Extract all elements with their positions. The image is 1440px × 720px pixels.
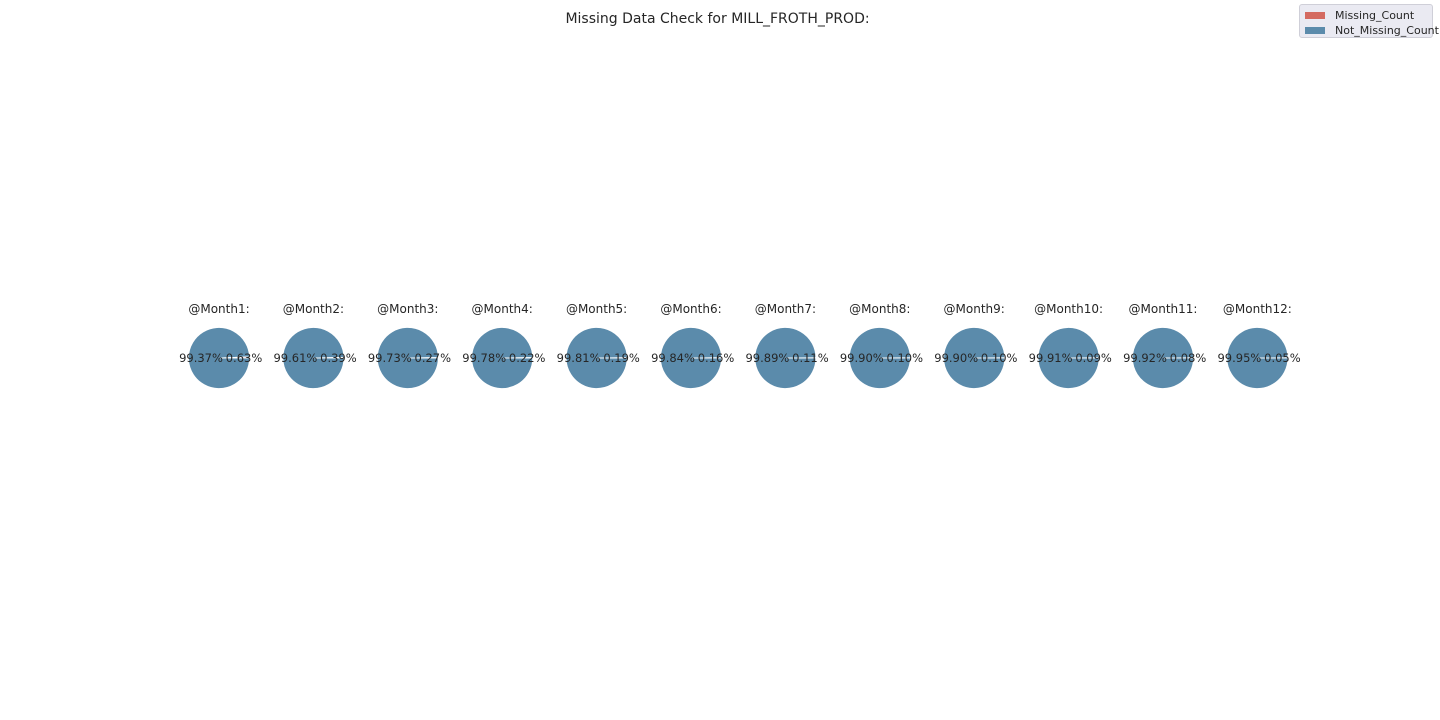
pie-label-missing: 0.10% — [981, 351, 1018, 365]
pie-title: @Month4: — [472, 302, 533, 316]
pie-group: @Month4: 0.22%99.78% — [462, 302, 546, 389]
pie-group: @Month6: 0.16%99.84% — [651, 302, 734, 389]
pie-label-missing: 0.63% — [226, 351, 263, 365]
pie-slice-missing — [218, 356, 250, 359]
pie-title: @Month11: — [1129, 302, 1198, 316]
pie-group: @Month12: 0.05%99.95% — [1217, 302, 1301, 389]
pie-label-not-missing: 99.89% — [745, 351, 789, 365]
legend: Missing_Count Not_Missing_Count — [1299, 4, 1439, 38]
pie-label-not-missing: 99.91% — [1029, 351, 1073, 365]
pie-label-not-missing: 99.90% — [840, 351, 884, 365]
pie-label-missing: 0.16% — [698, 351, 735, 365]
legend-label-not-missing: Not_Missing_Count — [1335, 24, 1439, 37]
chart-title: Missing Data Check for MILL_FROTH_PROD: — [565, 11, 870, 27]
legend-swatch-not-missing — [1305, 27, 1325, 34]
pie-title: @Month6: — [660, 302, 721, 316]
pie-group: @Month2: 0.39%99.61% — [273, 302, 357, 389]
pie-group: @Month5: 0.19%99.81% — [557, 302, 640, 389]
pie-label-missing: 0.39% — [320, 351, 357, 365]
pie-label-not-missing: 99.81% — [557, 351, 601, 365]
legend-swatch-missing — [1305, 12, 1325, 19]
pie-title: @Month9: — [944, 302, 1005, 316]
pie-title: @Month5: — [566, 302, 627, 316]
pie-group: @Month7: 0.11%99.89% — [745, 302, 829, 389]
pie-slice-missing — [407, 357, 439, 359]
pie-label-missing: 0.27% — [415, 351, 452, 365]
pie-group: @Month9: 0.10%99.90% — [934, 302, 1018, 389]
pie-title: @Month10: — [1034, 302, 1103, 316]
pie-label-missing: 0.08% — [1170, 351, 1207, 365]
pie-title: @Month8: — [849, 302, 910, 316]
pie-group: @Month8: 0.10%99.90% — [840, 302, 924, 389]
pie-label-not-missing: 99.78% — [462, 351, 506, 365]
pie-label-not-missing: 99.73% — [368, 351, 412, 365]
pie-label-not-missing: 99.84% — [651, 351, 695, 365]
pie-group: @Month11: 0.08%99.92% — [1123, 302, 1207, 389]
pie-group: @Month3: 0.27%99.73% — [368, 302, 452, 389]
pie-label-not-missing: 99.90% — [934, 351, 978, 365]
legend-item-not-missing: Not_Missing_Count — [1305, 23, 1439, 38]
pie-label-not-missing: 99.37% — [179, 351, 223, 365]
pie-label-missing: 0.11% — [792, 351, 829, 365]
pie-title: @Month1: — [188, 302, 249, 316]
pie-label-missing: 0.22% — [509, 351, 546, 365]
pie-title: @Month7: — [755, 302, 816, 316]
pie-group: @Month10: 0.09%99.91% — [1029, 302, 1112, 389]
pie-title: @Month3: — [377, 302, 438, 316]
legend-item-missing: Missing_Count — [1305, 8, 1432, 23]
pie-title: @Month2: — [283, 302, 344, 316]
pie-label-not-missing: 99.95% — [1217, 351, 1261, 365]
pie-label-missing: 0.10% — [887, 351, 924, 365]
legend-label-missing: Missing_Count — [1335, 9, 1415, 22]
pie-group: @Month1: 0.63%99.37% — [179, 302, 262, 389]
pie-label-missing: 0.05% — [1264, 351, 1301, 365]
pie-label-not-missing: 99.92% — [1123, 351, 1167, 365]
pie-title: @Month12: — [1223, 302, 1292, 316]
pie-label-missing: 0.09% — [1075, 351, 1112, 365]
pie-slice-missing — [313, 356, 345, 359]
pie-label-missing: 0.19% — [603, 351, 640, 365]
pie-label-not-missing: 99.61% — [273, 351, 317, 365]
